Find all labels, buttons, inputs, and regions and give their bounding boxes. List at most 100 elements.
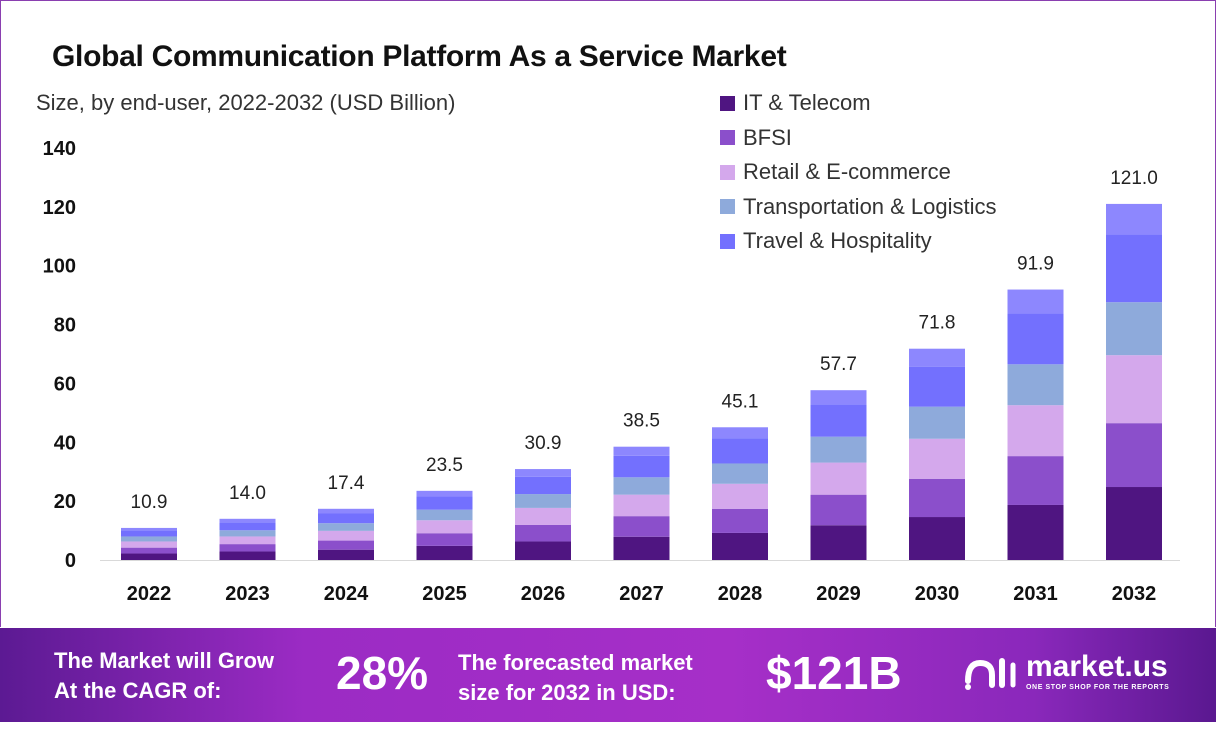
bar-segment-series-6 — [909, 348, 965, 367]
bar-segment-bfsi — [121, 547, 177, 554]
bar-segment-bfsi — [318, 540, 374, 550]
brand-tagline: ONE STOP SHOP FOR THE REPORTS — [1026, 684, 1170, 691]
legend-label: Retail & E-commerce — [743, 159, 951, 185]
bar-segment-series-6 — [810, 390, 867, 405]
brand-logo-icon — [965, 657, 1016, 690]
bar-segment-travel-hospitality — [613, 455, 670, 478]
bar-segment-travel-hospitality — [515, 476, 571, 495]
data-label: 45.1 — [722, 391, 759, 412]
bar-segment-bfsi — [1007, 456, 1064, 505]
bar-segment-transportation-logistics — [219, 530, 276, 537]
y-tick-label: 140 — [43, 138, 76, 160]
y-tick-label: 60 — [54, 373, 76, 395]
bar-segment-transportation-logistics — [515, 494, 571, 508]
bar-segment-retail-e-commerce — [121, 541, 177, 548]
x-tick-label: 2024 — [324, 583, 369, 605]
bar-segment-it-telecom — [613, 536, 670, 560]
cagr-label-line2: At the CAGR of: — [54, 678, 222, 703]
y-tick-label: 40 — [54, 432, 76, 454]
bar-segment-series-6 — [219, 518, 276, 523]
y-tick-label: 80 — [54, 315, 76, 337]
brand-logo: market.us ONE STOP SHOP FOR THE REPORTS — [962, 650, 1169, 691]
bar-segment-retail-e-commerce — [810, 462, 867, 495]
x-tick-label: 2026 — [521, 583, 566, 605]
y-tick-label: 0 — [65, 550, 76, 572]
legend-label: IT & Telecom — [743, 90, 871, 116]
data-label: 17.4 — [328, 473, 365, 494]
bar-segment-transportation-logistics — [810, 436, 867, 463]
bar-segment-it-telecom — [416, 545, 473, 560]
x-tick-label: 2029 — [816, 583, 861, 605]
bar-segment-travel-hospitality — [712, 438, 768, 464]
legend-swatch — [720, 199, 735, 215]
bar-segment-bfsi — [909, 478, 965, 518]
chart-title: Global Communication Platform As a Servi… — [52, 40, 787, 73]
bar-segment-series-6 — [318, 508, 374, 514]
bar-segment-travel-hospitality — [416, 496, 473, 510]
bar-segment-bfsi — [219, 544, 276, 552]
data-label: 71.8 — [919, 313, 956, 334]
bar-segment-retail-e-commerce — [219, 536, 276, 545]
bar-segment-travel-hospitality — [121, 530, 177, 537]
bar-segment-travel-hospitality — [1007, 313, 1064, 365]
forecast-label: The forecasted market size for 2032 in U… — [458, 648, 693, 708]
x-tick-label: 2031 — [1013, 583, 1058, 605]
bar-segment-bfsi — [613, 516, 670, 537]
bar-segment-retail-e-commerce — [318, 530, 374, 541]
bar-segment-it-telecom — [1106, 487, 1162, 560]
data-label: 38.5 — [623, 411, 660, 432]
legend-item: BFSI — [720, 121, 997, 156]
bar-segment-bfsi — [810, 494, 867, 526]
bar-segment-retail-e-commerce — [613, 494, 670, 517]
data-label: 23.5 — [426, 455, 463, 476]
bar-segment-travel-hospitality — [1106, 234, 1162, 303]
bar-segment-it-telecom — [1007, 504, 1064, 560]
bar-segment-series-6 — [121, 527, 177, 531]
bar-segment-travel-hospitality — [219, 522, 276, 531]
bar-segment-bfsi — [416, 533, 473, 546]
legend-swatch — [720, 130, 735, 146]
legend-item: Travel & Hospitality — [720, 224, 997, 259]
bar-segment-bfsi — [515, 524, 571, 542]
bar-segment-it-telecom — [219, 551, 276, 560]
bar-segment-transportation-logistics — [1007, 364, 1064, 406]
legend-swatch — [720, 95, 735, 111]
bar-segment-transportation-logistics — [909, 406, 965, 439]
data-label: 10.9 — [131, 492, 168, 513]
data-label: 14.0 — [229, 483, 266, 504]
bar-segment-travel-hospitality — [909, 366, 965, 407]
bar-segment-retail-e-commerce — [416, 520, 473, 534]
bar-segment-retail-e-commerce — [1007, 405, 1064, 457]
legend: IT & Telecom BFSI Retail & E-commerce Trans… — [720, 86, 997, 259]
bar-segment-series-6 — [1106, 203, 1162, 235]
bar-segment-it-telecom — [515, 541, 571, 560]
bar-segment-retail-e-commerce — [712, 483, 768, 509]
x-tick-label: 2022 — [127, 583, 172, 605]
bar-segment-bfsi — [712, 508, 768, 533]
y-tick-label: 100 — [43, 256, 76, 278]
legend-item: Retail & E-commerce — [720, 155, 997, 190]
bar-segment-retail-e-commerce — [515, 507, 571, 525]
bar-segment-series-6 — [416, 490, 473, 497]
x-tick-label: 2032 — [1112, 583, 1157, 605]
bar-segment-travel-hospitality — [318, 513, 374, 524]
forecast-value: $121B — [766, 647, 902, 699]
bar-segment-it-telecom — [712, 532, 768, 560]
bar-segment-it-telecom — [909, 517, 965, 560]
x-tick-label: 2025 — [422, 583, 467, 605]
legend-swatch — [720, 233, 735, 249]
legend-swatch — [720, 164, 735, 180]
bar-segment-series-6 — [1007, 289, 1064, 314]
bar-segment-travel-hospitality — [810, 404, 867, 437]
x-tick-label: 2028 — [718, 583, 763, 605]
forecast-label-line2: size for 2032 in USD: — [458, 680, 676, 705]
legend-item: Transportation & Logistics — [720, 190, 997, 225]
legend-label: Travel & Hospitality — [743, 228, 932, 254]
forecast-label-line1: The forecasted market — [458, 650, 693, 675]
cagr-label-line1: The Market will Grow — [54, 648, 275, 673]
bar-segment-transportation-logistics — [1106, 302, 1162, 356]
y-tick-label: 20 — [54, 491, 76, 513]
cagr-value: 28% — [336, 647, 429, 699]
bar-segment-bfsi — [1106, 423, 1162, 488]
